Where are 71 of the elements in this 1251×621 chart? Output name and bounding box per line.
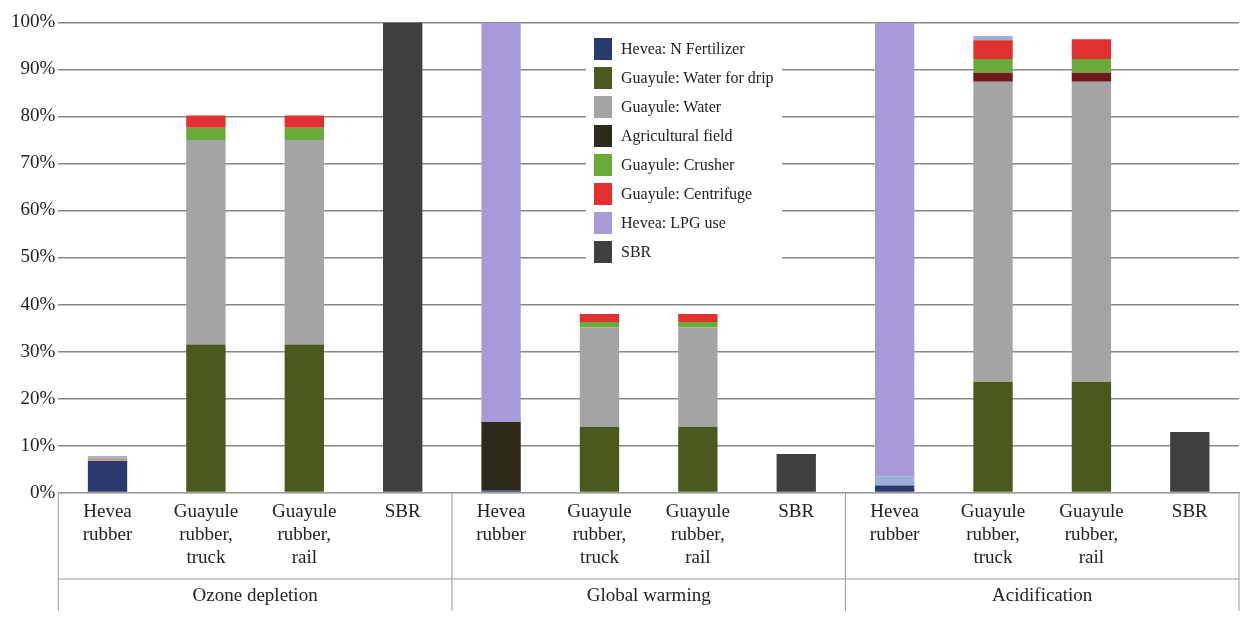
legend-label: Guayule: Water [621, 97, 722, 116]
legend-label: Guayule: Centrifuge [621, 184, 753, 203]
y-tick-label: 0% [30, 480, 56, 502]
legend-label: Guayule: Water for drip [621, 68, 774, 87]
bar [1071, 72, 1112, 82]
bar [678, 313, 718, 322]
bar [481, 422, 521, 491]
bar [87, 461, 128, 492]
bar [284, 344, 324, 492]
text: Acidification [992, 583, 1093, 605]
x-tick-label: Guayule rubber, truck [960, 499, 1026, 567]
legend-label: SBR [621, 242, 652, 261]
text: Global warming [586, 583, 712, 605]
bar [874, 476, 915, 486]
bar [284, 139, 324, 345]
bar [284, 115, 324, 128]
x-tick-label: SBR [1171, 499, 1209, 521]
bar [1071, 59, 1112, 73]
bar [678, 321, 718, 328]
bar [186, 344, 226, 492]
bar [579, 327, 620, 427]
y-tick-label: 80% [20, 104, 56, 126]
x-tick-label: SBR [778, 499, 815, 521]
x-tick-label: Guayule rubber, rail [272, 499, 337, 567]
bar [678, 327, 718, 427]
x-tick-label: Guayule rubber, rail [665, 499, 731, 567]
x-tick-label: SBR [384, 499, 421, 521]
bar [1170, 431, 1210, 492]
text: Ozone depletion [192, 583, 319, 605]
bar [1071, 39, 1112, 60]
bar [579, 313, 620, 322]
x-tick-label: Hevea rubber [476, 499, 527, 544]
bar [874, 22, 915, 477]
y-tick-label: 90% [20, 57, 56, 79]
bar [579, 426, 620, 492]
y-tick-label: 50% [20, 245, 56, 267]
bar [973, 36, 1013, 41]
bar [973, 59, 1013, 73]
bar [973, 81, 1013, 383]
bar [186, 115, 226, 128]
y-tick-label: 10% [20, 433, 56, 455]
y-tick-label: 60% [20, 198, 56, 220]
legend-label: Hevea: LPG use [621, 213, 726, 232]
legend-label: Hevea: N Fertilizer [621, 39, 745, 58]
x-tick-label: Hevea rubber [869, 499, 921, 544]
bar [973, 40, 1013, 60]
legend-label: Guayule: Crusher [621, 155, 735, 174]
bar [678, 426, 718, 492]
x-tick-label: Hevea rubber [82, 499, 133, 544]
y-tick-label: 70% [20, 151, 56, 173]
bar [186, 127, 226, 140]
x-tick-label: Guayule rubber, truck [567, 499, 632, 567]
bar [579, 321, 620, 328]
bar [1071, 382, 1112, 492]
bar [1071, 81, 1112, 383]
bar [481, 22, 521, 423]
bar [383, 22, 423, 492]
bar [776, 454, 816, 492]
x-tick-label: Guayule rubber, rail [1059, 499, 1124, 567]
y-tick-label: 30% [20, 339, 56, 361]
bar [874, 485, 915, 492]
bar [973, 382, 1013, 492]
y-tick-label: 100% [11, 10, 56, 32]
x-tick-label: Guayule rubber, truck [173, 499, 239, 567]
bar [973, 72, 1013, 82]
bar [186, 139, 226, 345]
bar [284, 127, 324, 140]
y-tick-label: 40% [20, 292, 56, 314]
legend-label: Agricultural field [621, 126, 733, 145]
y-tick-label: 20% [20, 386, 56, 408]
bar [87, 457, 128, 462]
